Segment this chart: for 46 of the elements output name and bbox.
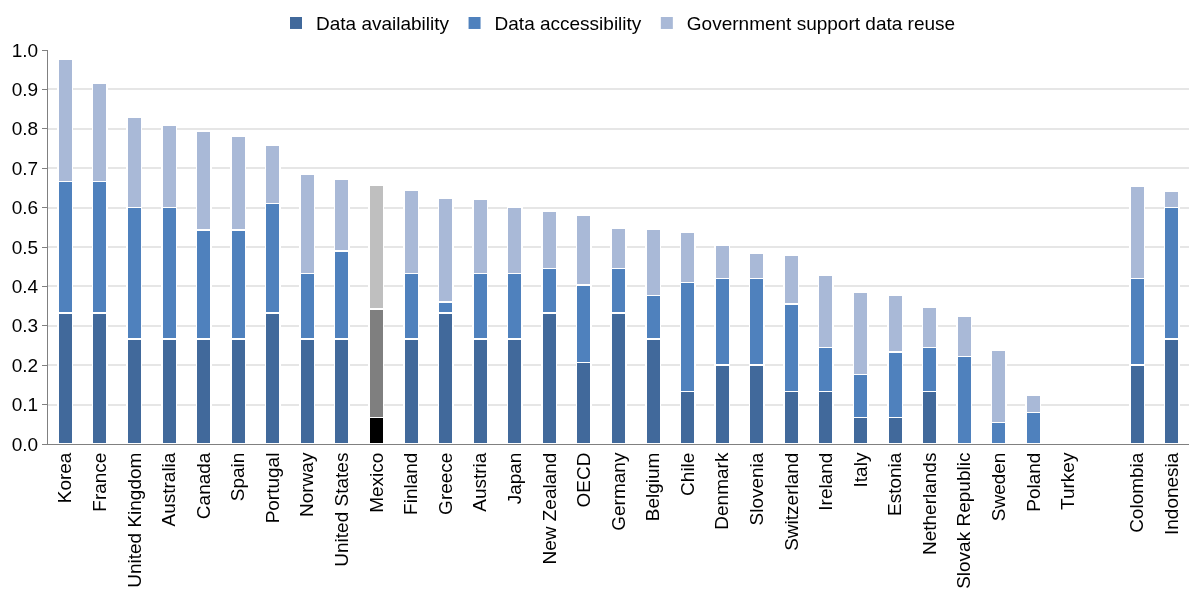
x-tick-label: United Kingdom: [123, 452, 145, 588]
x-tick-label: Belgium: [642, 452, 664, 522]
legend-label: Government support data reuse: [686, 13, 956, 35]
y-tick-label: 0.0: [11, 433, 39, 455]
x-tick-label: Germany: [607, 452, 629, 531]
x-tick-label: Switzerland: [780, 452, 802, 551]
x-tick-label: Portugal: [261, 452, 283, 524]
x-tick-label: Italy: [849, 452, 871, 488]
legend-label: Data accessibility: [494, 13, 642, 35]
y-tick-label: 0.7: [11, 157, 39, 179]
x-tick-label: Korea: [54, 452, 76, 504]
x-tick-label: Ireland: [815, 452, 837, 511]
x-tick-label: Norway: [296, 452, 318, 518]
x-tick-label: United States: [331, 452, 353, 567]
x-tick-label: Estonia: [884, 452, 906, 516]
y-tick-label: 0.8: [11, 118, 39, 140]
x-tick-label: Slovak Republic: [953, 452, 975, 589]
x-tick-label: Chile: [676, 452, 698, 496]
y-tick-label: 1.0: [11, 39, 39, 61]
y-tick-label: 0.4: [11, 276, 39, 298]
x-tick-label: Indonesia: [1160, 452, 1182, 536]
x-tick-label: Netherlands: [918, 452, 940, 556]
y-tick-label: 0.1: [11, 394, 39, 416]
legend-label: Data availability: [316, 13, 450, 35]
x-tick-label: Japan: [503, 452, 525, 505]
y-tick-label: 0.2: [11, 354, 39, 376]
y-tick-label: 0.9: [11, 79, 39, 101]
x-tick-label: Finland: [400, 452, 422, 515]
x-tick-label: Canada: [192, 452, 214, 520]
x-tick-label: Denmark: [711, 452, 733, 530]
x-tick-label: Greece: [434, 452, 456, 515]
y-tick-label: 0.5: [11, 236, 39, 258]
x-tick-label: Turkey: [1057, 452, 1079, 510]
y-tick-label: 0.3: [11, 315, 39, 337]
x-tick-label: France: [89, 452, 111, 512]
x-tick-label: Mexico: [365, 452, 387, 513]
x-tick-label: Spain: [227, 452, 249, 502]
x-tick-label: OECD: [573, 452, 595, 508]
x-tick-label: New Zealand: [538, 452, 560, 565]
x-tick-label: Poland: [1022, 452, 1044, 512]
x-tick-label: Sweden: [988, 452, 1010, 522]
x-tick-label: Colombia: [1126, 452, 1148, 533]
x-tick-label: Australia: [158, 452, 180, 527]
x-tick-label: Slovenia: [745, 452, 767, 526]
y-tick-label: 0.6: [11, 197, 39, 219]
x-tick-label: Austria: [469, 452, 491, 512]
